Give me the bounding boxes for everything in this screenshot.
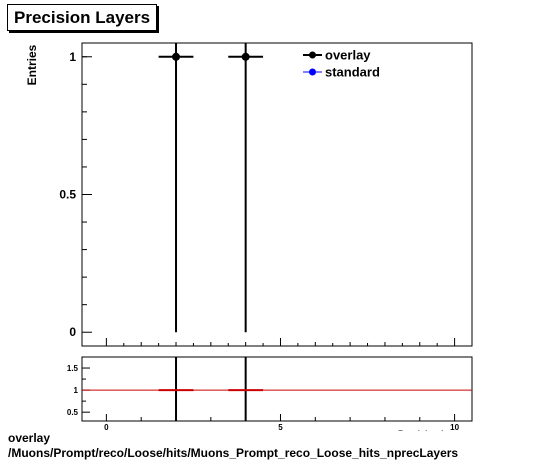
ratio-y-tick-label: 0.5 — [67, 408, 79, 417]
ratio-point — [158, 357, 194, 421]
main-panel: 0 0.5 1 Entries overlay standard — [25, 42, 473, 347]
legend: overlay standard — [303, 48, 380, 80]
ratio-x-tick-label: 5 — [278, 423, 283, 432]
page-title: Precision Layers — [7, 4, 158, 31]
y-tick-label: 0 — [69, 325, 76, 339]
data-marker — [241, 52, 250, 61]
legend-entry: standard — [303, 65, 380, 80]
ratio-x-tick-label: 0 — [104, 423, 109, 432]
legend-entry: overlay — [303, 48, 371, 63]
ratio-y-tick-label: 1 — [74, 386, 79, 395]
y-tick-label: 1 — [69, 50, 76, 64]
main-plot-frame — [81, 42, 473, 347]
legend-label: overlay — [325, 48, 371, 63]
ratio-plot-frame — [81, 356, 473, 422]
data-point-overlay — [158, 43, 194, 333]
ratio-y-tick-label: 1.5 — [67, 364, 79, 373]
legend-marker — [309, 68, 316, 76]
caption-dataset: overlay — [8, 431, 51, 445]
ratio-x-tick-label: 10 — [450, 423, 459, 432]
legend-marker — [309, 51, 316, 59]
data-point-overlay — [228, 43, 264, 333]
legend-label: standard — [325, 65, 380, 80]
data-marker — [172, 52, 181, 61]
y-tick-label: 0.5 — [59, 188, 76, 202]
x-axis-label: Precision Layers — [398, 429, 470, 439]
y-axis-label: Entries — [25, 44, 39, 85]
ratio-point — [228, 357, 264, 421]
caption-histogram-path: /Muons/Prompt/reco/Loose/hits/Muons_Prom… — [8, 446, 459, 460]
